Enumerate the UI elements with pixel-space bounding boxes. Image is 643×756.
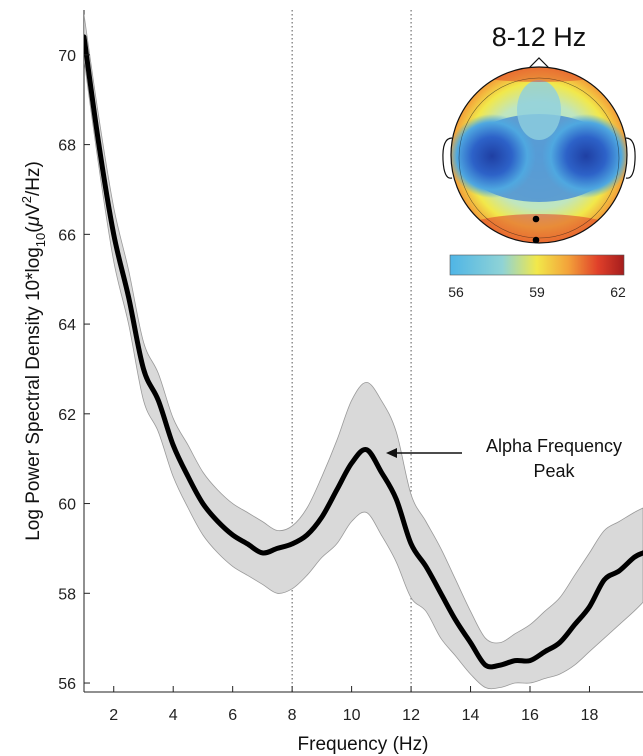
left-ear-icon: [442, 137, 453, 179]
inset-title: 8-12 Hz: [492, 22, 587, 52]
electrode-marker: [532, 215, 540, 223]
x-tick-label: 16: [521, 707, 539, 724]
x-tick-label: 14: [462, 707, 480, 724]
annotation-line1: Alpha Frequency: [486, 436, 622, 456]
annotation-arrowhead-icon: [386, 448, 397, 458]
topo-head-map: [451, 67, 627, 243]
colorbar-tick-label: 62: [610, 284, 626, 300]
y-tick-label: 58: [58, 586, 76, 603]
x-axis-label: Frequency (Hz): [298, 734, 429, 755]
y-axis-ticks: 56 58 60 62 64 66 68 70: [58, 48, 90, 693]
y-tick-label: 60: [58, 497, 76, 514]
x-tick-label: 2: [109, 707, 118, 724]
nose-icon: [528, 57, 550, 69]
x-tick-label: 6: [228, 707, 237, 724]
topo-inset: 8-12 Hz 56 59 62: [442, 22, 636, 300]
colorbar-ticks: 56 59 62: [448, 284, 626, 300]
y-tick-label: 66: [58, 227, 76, 244]
head-outline: [450, 66, 628, 244]
colorbar: [449, 254, 625, 276]
colorbar-tick-label: 59: [529, 284, 545, 300]
right-ear-icon: [625, 137, 636, 179]
colorbar-tick-label: 56: [448, 284, 464, 300]
x-tick-label: 18: [581, 707, 599, 724]
annotation-line2: Peak: [533, 461, 575, 481]
confidence-band: [84, 14, 643, 690]
x-tick-label: 4: [169, 707, 178, 724]
y-tick-label: 70: [58, 48, 76, 65]
y-tick-label: 56: [58, 676, 76, 693]
x-axis-ticks: 2 4 6 8 10 12 14 16 18: [109, 686, 598, 724]
x-tick-label: 10: [343, 707, 361, 724]
y-axis-label: Log Power Spectral Density 10*log10(μV2/…: [19, 161, 48, 541]
y-tick-label: 68: [58, 138, 76, 155]
x-tick-label: 8: [288, 707, 297, 724]
y-tick-label: 64: [58, 317, 76, 334]
head-inner-ring: [458, 77, 620, 239]
electrode-marker: [532, 236, 540, 244]
y-tick-label: 62: [58, 407, 76, 424]
power-spectrum-line: [84, 34, 643, 670]
band-boundary-lines: [291, 10, 412, 692]
x-tick-label: 12: [402, 707, 420, 724]
